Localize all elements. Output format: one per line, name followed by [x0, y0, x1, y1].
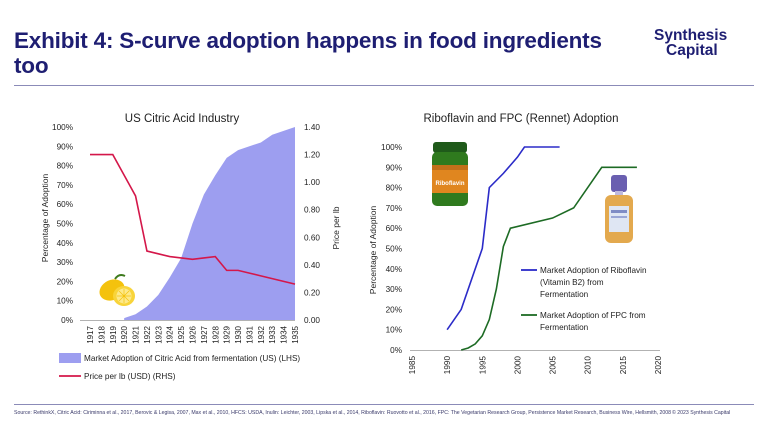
chart1-x-tick-label: 1931	[245, 325, 254, 343]
chart1-x-tick-label: 1927	[200, 325, 209, 343]
chart1-right-ticks: 0.00 0.20 0.40 0.60 0.80 1.00 1.20 1.40	[304, 123, 320, 325]
chart1-left-tick-label: 80%	[57, 162, 73, 171]
chart2-x-tick-label: 1985	[408, 356, 417, 375]
chart2-y-tick-label: 0%	[390, 346, 402, 355]
citric-adoption-area	[124, 127, 296, 320]
page-title: Exhibit 4: S-curve adoption happens in f…	[14, 28, 602, 78]
chart1-left-ticks: 0% 10% 20% 30% 40% 50% 60% 70% 80% 90% 100%	[52, 123, 73, 325]
chart2-y-tick-label: 90%	[386, 163, 402, 172]
logo-line-1: Synthesis	[654, 27, 728, 44]
riboflavin-bottle-icon: Riboflavin	[432, 142, 468, 206]
chart1-x-tick-label: 1920	[120, 325, 129, 343]
lemon-icon	[99, 274, 135, 306]
chart1-x-tick-label: 1918	[97, 325, 106, 343]
footer-divider	[14, 404, 754, 405]
chart2-y-tick-label: 100%	[381, 143, 402, 152]
chart2-y-tick-label: 10%	[386, 326, 402, 335]
chart1-x-tick-label: 1925	[177, 325, 186, 343]
chart1-left-tick-label: 100%	[52, 123, 73, 132]
header-divider	[14, 85, 754, 86]
legend-label-fpc: Market Adoption of FPC from Fermentation	[540, 311, 648, 332]
chart2-y-tick-label: 50%	[386, 245, 402, 254]
chart1-left-tick-label: 0%	[61, 316, 73, 325]
synthesis-capital-logo: Synthesis Capital	[654, 27, 744, 59]
legend-swatch-citric	[59, 353, 81, 363]
chart2-x-tick-label: 2000	[513, 356, 522, 375]
chart1-x-tick-label: 1922	[143, 325, 152, 343]
chart2-x-tick-label: 2020	[654, 356, 663, 375]
chart1-x-tick-label: 1921	[132, 325, 141, 343]
chart1-x-tick-label: 1933	[268, 325, 277, 343]
citric-price-line	[90, 153, 296, 285]
chart1-right-tick-label: 1.00	[304, 178, 320, 187]
chart1-x-tick-label: 1924	[166, 325, 175, 343]
chart1-right-tick-label: 0.80	[304, 206, 320, 215]
chart1-title: US Citric Acid Industry	[125, 113, 240, 125]
chart1-x-tick-label: 1929	[223, 325, 232, 343]
chart2-title: Riboflavin and FPC (Rennet) Adoption	[424, 113, 619, 125]
chart1-right-tick-label: 1.20	[304, 151, 320, 160]
chart2-x-tick-label: 1990	[443, 356, 452, 375]
chart1-left-axis-label: Percentage of Adoption	[40, 174, 50, 263]
chart1-x-tick-label: 1919	[109, 325, 118, 343]
chart2-x-tick-label: 2010	[584, 356, 593, 375]
chart2-y-ticks: 0% 10% 20% 30% 40% 50% 60% 70% 80% 90% 100%	[381, 143, 402, 355]
chart1-x-ticks: 1917 1918 1919 1920 1921 1922 1923 1924 1925 1926…	[86, 325, 300, 343]
chart1-x-tick-label: 1926	[189, 325, 198, 343]
chart1-left-tick-label: 20%	[57, 277, 73, 286]
legend-label-riboflavin: Market Adoption of Riboflavin (Vitamin B…	[540, 266, 649, 299]
svg-text:Riboflavin: Riboflavin	[435, 181, 464, 187]
chart1-left-tick-label: 30%	[57, 258, 73, 267]
chart1-left-tick-label: 70%	[57, 181, 73, 190]
chart2-x-tick-label: 2015	[619, 356, 628, 375]
chart1-x-tick-label: 1917	[86, 325, 95, 343]
chart1-x-tick-label: 1932	[257, 325, 266, 343]
chart2-y-tick-label: 40%	[386, 265, 402, 274]
fpc-adoption-line	[460, 166, 637, 351]
rennet-bottle-icon	[605, 175, 633, 243]
source-note: Source: RethinkX, Citric Acid: Ciriminna…	[14, 410, 672, 416]
legend-label-price: Price per lb (USD) (RHS)	[84, 372, 176, 381]
chart2-y-tick-label: 20%	[386, 305, 402, 314]
chart1-left-tick-label: 10%	[57, 297, 73, 306]
chart1-right-tick-label: 0.00	[304, 316, 320, 325]
chart1-x-tick-label: 1928	[211, 325, 220, 343]
chart1-left-tick-label: 40%	[57, 239, 73, 248]
chart1-right-tick-label: 0.40	[304, 261, 320, 270]
chart2-y-tick-label: 80%	[386, 184, 402, 193]
chart1-right-tick-label: 1.40	[304, 123, 320, 132]
chart1-right-tick-label: 0.20	[304, 288, 320, 297]
chart1-left-tick-label: 50%	[57, 220, 73, 229]
copyright: © 2023 Synthesis Capital	[672, 410, 731, 416]
chart2-y-tick-label: 60%	[386, 224, 402, 233]
chart2-y-tick-label: 30%	[386, 285, 402, 294]
legend-label-citric: Market Adoption of Citric Acid from ferm…	[84, 354, 300, 363]
chart1-x-tick-label: 1923	[154, 325, 163, 343]
chart2-y-tick-label: 70%	[386, 204, 402, 213]
chart2-y-axis-label: Percentage of Adoption	[368, 206, 378, 295]
chart1-x-tick-label: 1934	[280, 325, 289, 343]
chart1-right-axis-label: Price per lb	[331, 206, 341, 249]
chart1-x-tick-label: 1935	[291, 325, 300, 343]
chart1-x-tick-label: 1930	[234, 325, 243, 343]
logo-line-2: Capital	[666, 42, 718, 59]
chart1-left-tick-label: 90%	[57, 142, 73, 151]
chart1-right-tick-label: 0.60	[304, 233, 320, 242]
chart2-x-tick-label: 1995	[478, 356, 487, 375]
chart2-x-tick-label: 2005	[549, 356, 558, 375]
riboflavin-adoption-line	[446, 146, 560, 331]
chart1-left-tick-label: 60%	[57, 200, 73, 209]
chart2-x-ticks: 1985 1990 1995 2000 2005 2010 2015 2020	[408, 356, 663, 375]
